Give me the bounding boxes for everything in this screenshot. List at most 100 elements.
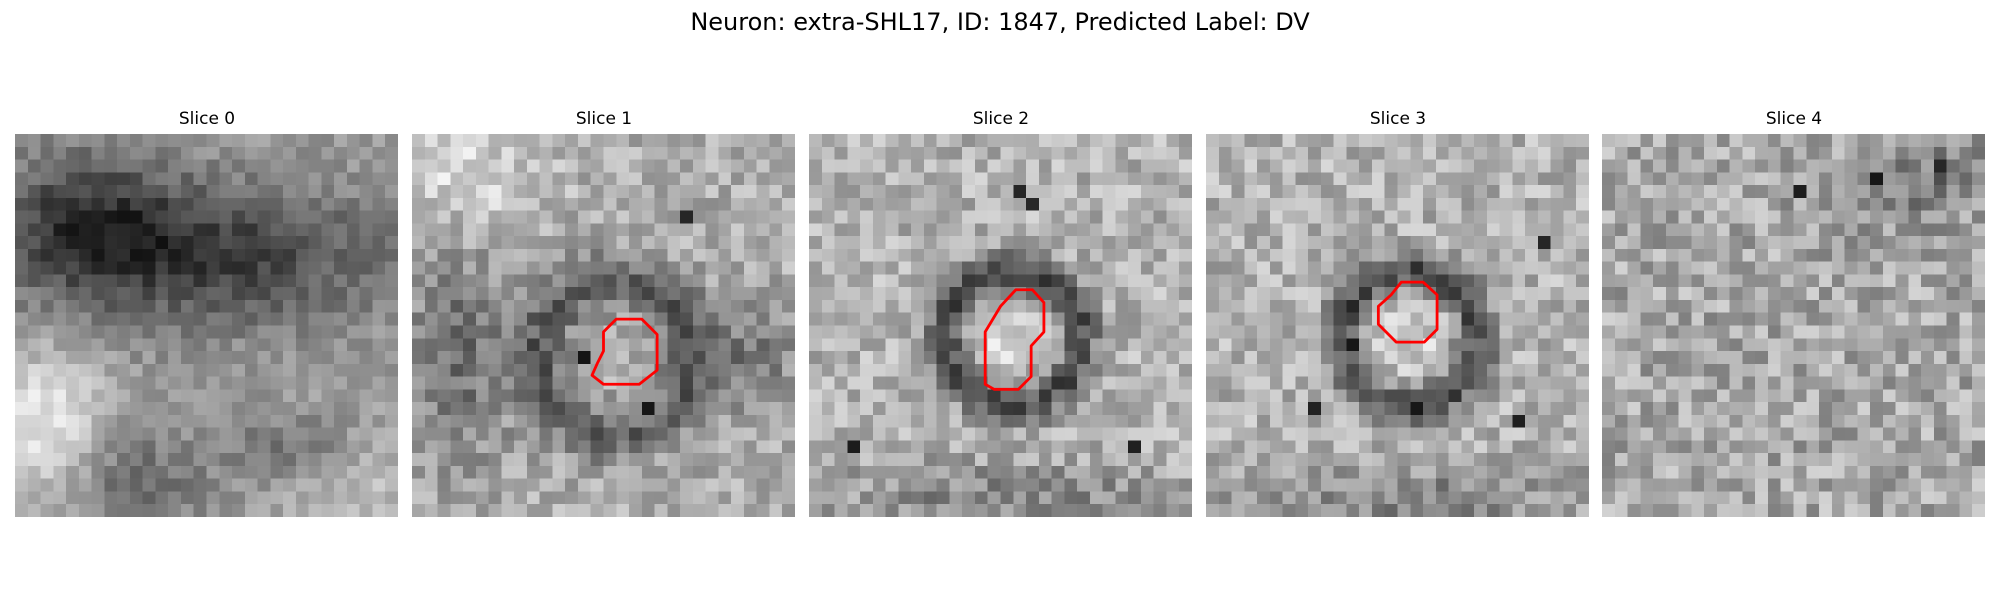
image-pixel (1448, 197, 1462, 211)
image-pixel (219, 261, 233, 275)
image-pixel (974, 453, 988, 467)
image-pixel (680, 223, 694, 237)
image-pixel (257, 414, 271, 428)
image-pixel (1064, 299, 1078, 313)
image-pixel (923, 210, 937, 224)
image-pixel (372, 134, 386, 148)
image-pixel (1959, 197, 1973, 211)
image-pixel (1972, 351, 1985, 365)
image-pixel (705, 453, 719, 467)
image-pixel (385, 236, 398, 250)
image-pixel (1257, 287, 1271, 301)
image-pixel (1320, 261, 1334, 275)
image-pixel (1895, 299, 1909, 313)
image-pixel (1153, 504, 1167, 517)
image-pixel (40, 389, 54, 403)
image-pixel (1895, 453, 1909, 467)
image-pixel (40, 376, 54, 390)
image-pixel (1448, 453, 1462, 467)
image-pixel (295, 159, 309, 173)
image-pixel (911, 210, 925, 224)
image-pixel (667, 248, 681, 262)
image-pixel (923, 504, 937, 517)
image-pixel (1206, 210, 1220, 224)
slice-image (1206, 134, 1589, 517)
image-pixel (936, 402, 950, 416)
image-pixel (372, 491, 386, 505)
image-pixel (756, 440, 770, 454)
image-pixel (654, 440, 668, 454)
image-pixel (475, 402, 489, 416)
image-pixel (334, 134, 348, 148)
image-pixel (1359, 210, 1373, 224)
image-pixel (1678, 274, 1692, 288)
image-pixel (219, 248, 233, 262)
image-pixel (743, 453, 757, 467)
image-pixel (667, 491, 681, 505)
image-pixel (1678, 427, 1692, 441)
image-pixel (1525, 440, 1539, 454)
image-pixel (1614, 351, 1628, 365)
image-pixel (1755, 440, 1769, 454)
image-pixel (1537, 197, 1551, 211)
image-pixel (1767, 338, 1781, 352)
image-pixel (1933, 440, 1947, 454)
image-pixel (1410, 465, 1424, 479)
image-pixel (847, 376, 861, 390)
image-pixel (756, 185, 770, 199)
image-pixel (1550, 491, 1564, 505)
image-pixel (756, 261, 770, 275)
slice-image (809, 134, 1192, 517)
image-pixel (308, 159, 322, 173)
image-pixel (78, 287, 92, 301)
image-pixel (1257, 414, 1271, 428)
image-pixel (117, 210, 131, 224)
image-pixel (1102, 236, 1116, 250)
image-pixel (1206, 287, 1220, 301)
image-pixel (40, 185, 54, 199)
image-pixel (911, 274, 925, 288)
image-pixel (346, 402, 360, 416)
image-pixel (1704, 223, 1718, 237)
image-pixel (437, 453, 451, 467)
image-pixel (1678, 504, 1692, 517)
image-pixel (1780, 504, 1794, 517)
image-pixel (1371, 172, 1385, 186)
image-pixel (1218, 236, 1232, 250)
image-pixel (1512, 440, 1526, 454)
image-pixel (1819, 172, 1833, 186)
image-pixel (193, 159, 207, 173)
image-pixel (731, 504, 745, 517)
image-pixel (129, 453, 143, 467)
image-pixel (923, 491, 937, 505)
image-pixel (667, 440, 681, 454)
image-pixel (40, 236, 54, 250)
image-pixel (1844, 134, 1858, 148)
image-pixel (1691, 491, 1705, 505)
image-pixel (1140, 414, 1154, 428)
image-pixel (680, 159, 694, 173)
image-pixel (66, 491, 80, 505)
image-pixel (104, 299, 118, 313)
image-pixel (1051, 478, 1065, 492)
image-pixel (1218, 504, 1232, 517)
image-pixel (1410, 210, 1424, 224)
image-pixel (193, 351, 207, 365)
image-pixel (193, 325, 207, 339)
image-pixel (1000, 402, 1014, 416)
image-pixel (590, 427, 604, 441)
image-pixel (1051, 376, 1065, 390)
image-pixel (1857, 185, 1871, 199)
image-pixel (756, 465, 770, 479)
image-pixel (385, 491, 398, 505)
image-pixel (1972, 312, 1985, 326)
image-pixel (1410, 478, 1424, 492)
image-pixel (847, 402, 861, 416)
image-pixel (590, 248, 604, 262)
image-pixel (539, 172, 553, 186)
image-pixel (463, 261, 477, 275)
image-pixel (1359, 465, 1373, 479)
image-pixel (974, 197, 988, 211)
image-pixel (667, 504, 681, 517)
image-pixel (1206, 465, 1220, 479)
